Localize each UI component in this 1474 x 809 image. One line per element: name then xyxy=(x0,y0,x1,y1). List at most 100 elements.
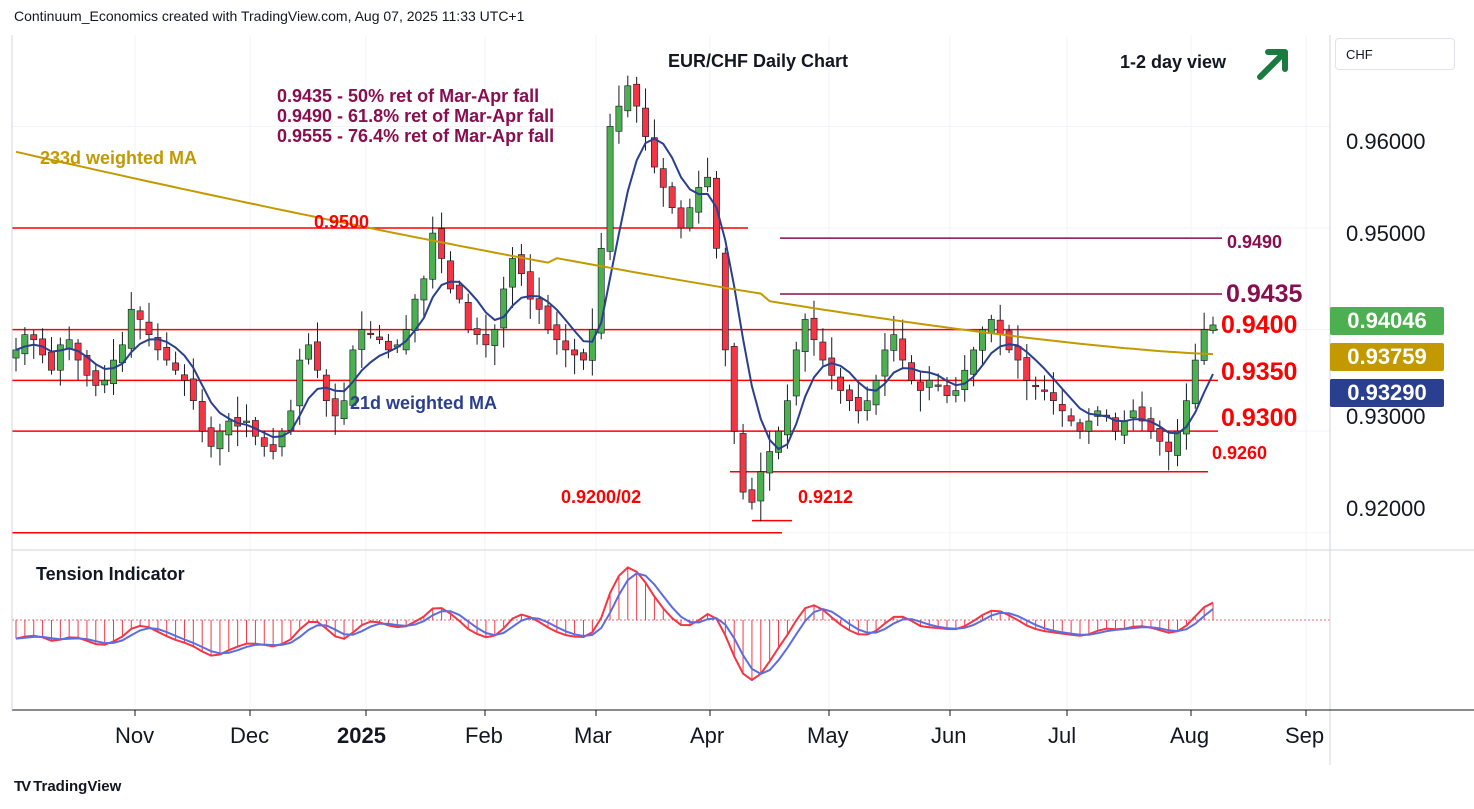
candle xyxy=(775,426,782,460)
candle xyxy=(748,477,756,510)
candle-body xyxy=(447,260,454,290)
candle-body xyxy=(1165,441,1173,452)
candle-body xyxy=(101,380,109,386)
candle-body xyxy=(881,349,889,377)
candle-body xyxy=(571,349,579,356)
candle xyxy=(1120,410,1128,444)
candle xyxy=(1005,324,1013,354)
candle-body xyxy=(704,176,712,188)
chart-title: EUR/CHF Daily Chart xyxy=(668,51,849,71)
candle xyxy=(322,369,330,417)
level-label-9500: 0.9500 xyxy=(314,212,370,232)
candle xyxy=(695,170,703,224)
x-tick-label: Jun xyxy=(931,723,967,748)
candle-body xyxy=(163,346,171,361)
price-badge-ma233: 0.93759 xyxy=(1330,343,1444,371)
level-label-9260: 0.9260 xyxy=(1212,443,1268,463)
y-tick-label: 0.96000 xyxy=(1346,129,1426,154)
candle xyxy=(925,366,933,401)
candle xyxy=(721,247,729,367)
candle-body xyxy=(650,137,658,168)
candle xyxy=(881,333,889,397)
candle xyxy=(358,311,366,369)
candle-body xyxy=(1076,422,1084,432)
candle xyxy=(509,247,516,308)
candle xyxy=(447,251,454,294)
candle-body xyxy=(659,168,667,188)
candle-body xyxy=(642,107,649,137)
candle xyxy=(376,324,383,344)
candle-body xyxy=(198,401,206,432)
candle xyxy=(642,88,649,151)
candle-body xyxy=(890,334,898,351)
candle xyxy=(429,216,437,289)
candle-body xyxy=(1147,418,1155,432)
candle xyxy=(668,182,676,214)
candle xyxy=(305,333,313,365)
candle-body xyxy=(961,369,969,390)
candle-body xyxy=(455,284,463,300)
candle xyxy=(624,75,632,118)
level-label-9435: 0.9435 xyxy=(1226,280,1303,308)
x-tick-label: Mar xyxy=(574,723,612,748)
candle-body xyxy=(766,451,774,474)
candle xyxy=(1138,391,1146,431)
candle-body xyxy=(668,186,676,208)
candle-body xyxy=(1112,417,1119,432)
level-label-9200: 0.9200/02 xyxy=(561,487,642,507)
candle-body xyxy=(996,319,1004,335)
candle xyxy=(1174,419,1181,467)
candle-body xyxy=(260,437,268,447)
candle xyxy=(801,313,809,372)
candle xyxy=(1032,376,1040,400)
candle-body xyxy=(216,430,224,450)
candle xyxy=(500,276,508,348)
candle-body xyxy=(748,489,756,503)
level-label-9490: 0.9490 xyxy=(1227,232,1283,252)
candle-body xyxy=(376,336,383,341)
candle xyxy=(314,322,321,379)
candle xyxy=(154,323,162,361)
tradingview-brand[interactable]: TV TradingView xyxy=(14,778,121,795)
candle xyxy=(659,157,667,207)
price-badge-last: 0.94046 xyxy=(1330,307,1444,335)
candle xyxy=(952,377,960,403)
candle-body xyxy=(305,344,313,360)
candle-body xyxy=(633,83,641,107)
candle-body xyxy=(331,398,339,417)
candle-body xyxy=(1041,389,1048,392)
candle-body xyxy=(482,333,490,346)
candle-body xyxy=(110,359,117,385)
candle xyxy=(783,384,791,449)
candle xyxy=(916,372,924,412)
candle xyxy=(615,85,623,144)
currency-selector[interactable]: CHF xyxy=(1335,38,1455,70)
candle-body xyxy=(269,444,277,452)
candle xyxy=(899,319,907,370)
candle-body xyxy=(979,329,986,351)
candle-body xyxy=(615,105,623,132)
candle xyxy=(1112,412,1119,441)
candle-body xyxy=(757,471,765,502)
candle xyxy=(331,383,339,435)
candle xyxy=(1191,343,1199,409)
candle-body xyxy=(207,427,215,447)
moving-averages xyxy=(15,137,1214,451)
candle-body xyxy=(464,302,472,330)
candle-body xyxy=(278,430,286,448)
candle xyxy=(863,386,871,421)
candle xyxy=(792,341,800,406)
candle-body xyxy=(872,380,880,406)
candle-body xyxy=(987,319,995,334)
candle xyxy=(1014,325,1022,379)
candle-body xyxy=(899,338,907,361)
candle-body xyxy=(828,357,836,376)
x-tick-label: Apr xyxy=(690,723,725,748)
candle-body xyxy=(56,344,64,371)
candle xyxy=(278,428,286,457)
candle-body xyxy=(1085,420,1093,432)
candle xyxy=(384,333,392,359)
candle xyxy=(526,254,534,319)
x-tick-label: Dec xyxy=(230,723,270,748)
y-tick-label: 0.92000 xyxy=(1346,496,1426,521)
